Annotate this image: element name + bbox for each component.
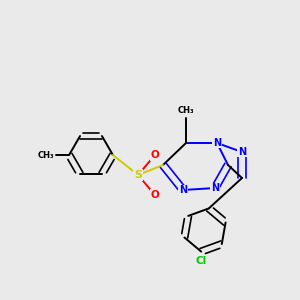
Text: CH₃: CH₃ [178, 106, 194, 115]
Text: N: N [213, 138, 221, 148]
Text: N: N [179, 185, 187, 195]
Text: O: O [151, 190, 159, 200]
Text: S: S [134, 170, 142, 180]
Text: N: N [238, 147, 246, 157]
Text: Cl: Cl [196, 256, 207, 266]
Text: CH₃: CH₃ [38, 151, 54, 160]
Text: N: N [211, 183, 219, 193]
Text: O: O [151, 150, 159, 160]
